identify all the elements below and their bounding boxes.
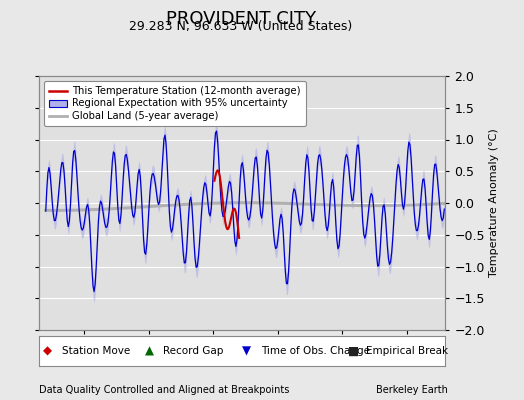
Text: ▼: ▼ <box>242 344 252 358</box>
Text: Time of Obs. Change: Time of Obs. Change <box>260 346 369 356</box>
Text: Station Move: Station Move <box>62 346 130 356</box>
Text: ◆: ◆ <box>43 344 52 358</box>
Text: PROVIDENT CITY: PROVIDENT CITY <box>166 10 316 28</box>
Text: Data Quality Controlled and Aligned at Breakpoints: Data Quality Controlled and Aligned at B… <box>39 385 290 395</box>
Text: Berkeley Earth: Berkeley Earth <box>376 385 448 395</box>
Text: 29.283 N, 96.633 W (United States): 29.283 N, 96.633 W (United States) <box>129 20 353 33</box>
Legend: This Temperature Station (12-month average), Regional Expectation with 95% uncer: This Temperature Station (12-month avera… <box>45 81 306 126</box>
Text: Record Gap: Record Gap <box>163 346 224 356</box>
Y-axis label: Temperature Anomaly (°C): Temperature Anomaly (°C) <box>489 129 499 277</box>
Text: ▲: ▲ <box>145 344 154 358</box>
Text: ■: ■ <box>348 344 359 358</box>
Text: Empirical Break: Empirical Break <box>366 346 449 356</box>
